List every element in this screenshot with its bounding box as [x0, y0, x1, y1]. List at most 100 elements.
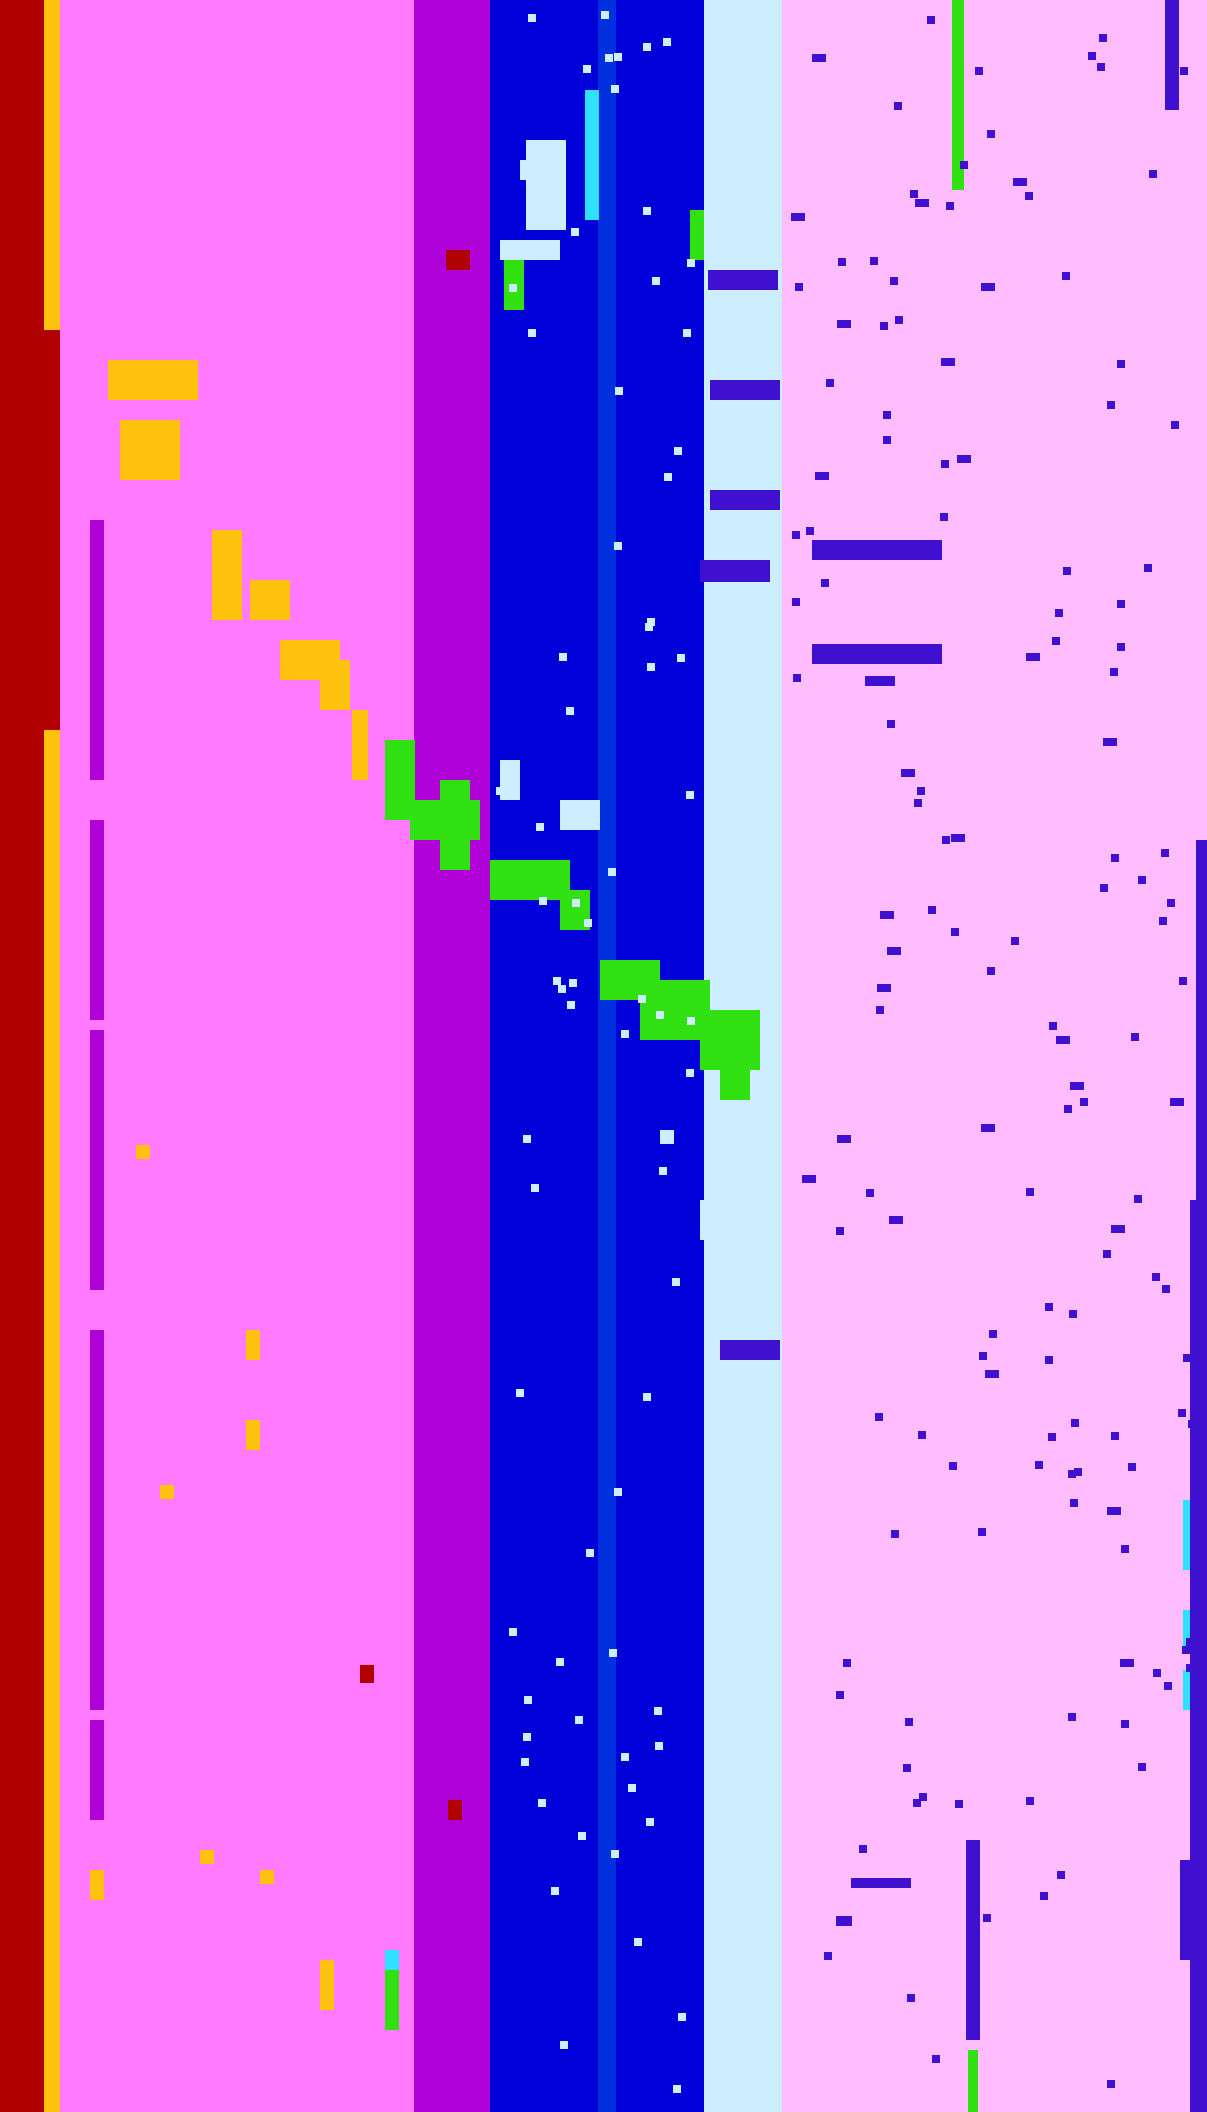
pale-pink-band: [782, 0, 1207, 2112]
noise-dot: [1070, 1082, 1084, 1090]
glitch-block: [440, 780, 470, 870]
noise-dot: [836, 1227, 844, 1235]
noise-dot: [673, 2085, 681, 2093]
noise-dot: [837, 1135, 851, 1143]
noise-dot: [496, 787, 504, 795]
noise-dot: [584, 919, 592, 927]
glitch-block: [280, 640, 340, 680]
noise-dot: [539, 897, 547, 905]
glitch-block: [560, 800, 600, 830]
noise-dot: [1121, 1720, 1129, 1728]
noise-dot: [1035, 1461, 1043, 1469]
noise-dot: [1170, 1098, 1184, 1106]
glitch-block: [836, 1916, 852, 1926]
noise-dot: [955, 1800, 963, 1808]
noise-dot: [528, 14, 536, 22]
glitch-block: [385, 1970, 399, 2030]
glitch-block: [720, 1340, 780, 1360]
noise-dot: [646, 1818, 654, 1826]
glitch-block: [1196, 840, 1207, 2112]
noise-dot: [978, 1528, 986, 1536]
glitch-block: [710, 380, 780, 400]
noise-dot: [569, 979, 577, 987]
noise-dot: [1134, 1195, 1142, 1203]
glitch-block: [1183, 1610, 1195, 1650]
noise-dot: [575, 1716, 583, 1724]
noise-dot: [558, 985, 566, 993]
noise-dot: [1180, 67, 1188, 75]
noise-dot: [1103, 1250, 1111, 1258]
noise-dot: [887, 947, 901, 955]
noise-dot: [663, 38, 671, 46]
glitch-block: [44, 0, 60, 330]
noise-dot: [531, 1184, 539, 1192]
glitch-block: [90, 1330, 104, 1710]
noise-dot: [918, 1431, 926, 1439]
noise-dot: [1183, 1354, 1191, 1362]
noise-dot: [664, 473, 672, 481]
noise-dot: [942, 836, 950, 844]
noise-dot: [941, 358, 955, 366]
noise-dot: [656, 1011, 664, 1019]
noise-dot: [1117, 360, 1125, 368]
noise-dot: [1131, 1033, 1139, 1041]
noise-dot: [1149, 170, 1157, 178]
noise-dot: [643, 43, 651, 51]
noise-dot: [1064, 1105, 1072, 1113]
noise-dot: [792, 598, 800, 606]
glitch-block: [660, 1130, 674, 1144]
noise-dot: [792, 531, 800, 539]
glitch-block: [500, 760, 520, 800]
noise-dot: [586, 1549, 594, 1557]
noise-dot: [1057, 1871, 1065, 1879]
noise-dot: [634, 1938, 642, 1946]
noise-dot: [985, 1370, 999, 1378]
glitch-block: [720, 1050, 750, 1100]
noise-dot: [949, 1462, 957, 1470]
noise-dot: [638, 995, 646, 1003]
glitch-block: [120, 420, 180, 480]
noise-dot: [571, 228, 579, 236]
noise-dot: [601, 11, 609, 19]
glitch-block: [585, 90, 599, 220]
noise-dot: [678, 2013, 686, 2021]
noise-dot: [1049, 1022, 1057, 1030]
noise-dot: [914, 799, 922, 807]
noise-dot: [940, 513, 948, 521]
noise-dot: [1103, 738, 1117, 746]
noise-dot: [987, 130, 995, 138]
noise-dot: [605, 54, 613, 62]
noise-dot: [1074, 1468, 1082, 1476]
noise-dot: [927, 16, 935, 24]
noise-dot: [550, 142, 558, 150]
noise-dot: [1171, 421, 1179, 429]
noise-dot: [621, 1030, 629, 1038]
noise-dot: [654, 1707, 662, 1715]
blue-band: [490, 0, 598, 2112]
noise-dot: [1063, 567, 1071, 575]
glitch-block: [160, 1485, 174, 1499]
glitch-block: [640, 980, 710, 1040]
noise-dot: [806, 527, 814, 535]
noise-dot: [551, 1887, 559, 1895]
noise-dot: [895, 316, 903, 324]
noise-dot: [928, 906, 936, 914]
glitch-block: [490, 860, 570, 900]
noise-dot: [523, 1135, 531, 1143]
noise-dot: [877, 984, 891, 992]
noise-dot: [951, 928, 959, 936]
noise-dot: [859, 1845, 867, 1853]
noise-dot: [1011, 937, 1019, 945]
magenta-band: [60, 0, 414, 2112]
glitch-block: [600, 960, 660, 1000]
noise-dot: [1048, 1433, 1056, 1441]
noise-dot: [983, 1914, 991, 1922]
noise-dot: [1182, 1646, 1190, 1654]
noise-dot: [578, 1832, 586, 1840]
noise-dot: [1117, 643, 1125, 651]
noise-dot: [628, 1784, 636, 1792]
glitch-block: [952, 0, 964, 190]
noise-dot: [1186, 1664, 1194, 1672]
noise-dot: [509, 284, 517, 292]
noise-dot: [611, 1850, 619, 1858]
